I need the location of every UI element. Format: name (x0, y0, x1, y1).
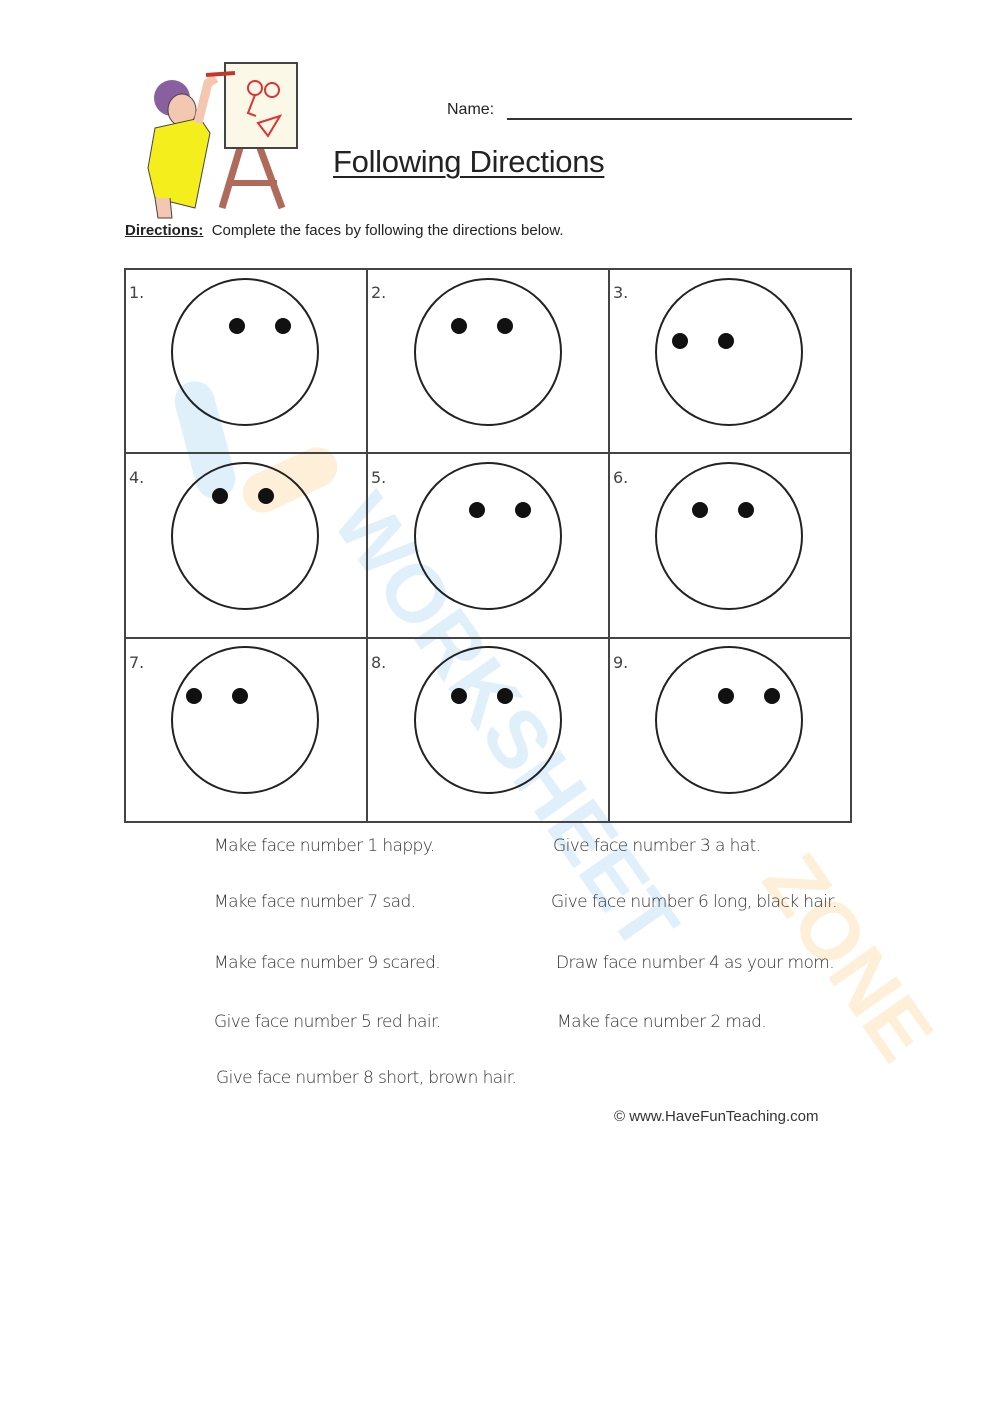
name-input-line[interactable] (507, 118, 852, 120)
face-circle[interactable] (655, 278, 803, 426)
eye-icon (764, 688, 780, 704)
face-number: 9. (613, 653, 628, 672)
eye-icon (212, 488, 228, 504)
eye-icon (275, 318, 291, 334)
page-title: Following Directions (333, 144, 605, 179)
face-number: 8. (371, 653, 386, 672)
eye-icon (258, 488, 274, 504)
face-number: 1. (129, 283, 144, 302)
eye-icon (451, 318, 467, 334)
eye-icon (672, 333, 688, 349)
instruction-item: Make face number 2 mad. (557, 1012, 767, 1032)
eye-icon (738, 502, 754, 518)
instruction-item: Draw face number 4 as your mom. (556, 953, 835, 973)
artist-illustration (147, 62, 298, 219)
face-circle[interactable] (171, 462, 319, 610)
eye-icon (718, 333, 734, 349)
eye-icon (469, 502, 485, 518)
face-circle[interactable] (414, 462, 562, 610)
face-circle[interactable] (171, 646, 319, 794)
face-circle[interactable] (171, 278, 319, 426)
face-number: 4. (129, 468, 144, 487)
eye-icon (692, 502, 708, 518)
directions-label: Directions: (125, 222, 204, 239)
face-circle[interactable] (414, 278, 562, 426)
eye-icon (229, 318, 245, 334)
face-number: 2. (371, 283, 386, 302)
instruction-item: Give face number 8 short, brown hair. (216, 1068, 517, 1088)
face-number: 6. (613, 468, 628, 487)
face-number: 3. (613, 283, 628, 302)
instruction-item: Make face number 9 scared. (214, 953, 441, 973)
face-circle[interactable] (655, 646, 803, 794)
eye-icon (232, 688, 248, 704)
instruction-item: Make face number 7 sad. (214, 892, 416, 912)
eye-icon (497, 318, 513, 334)
face-circle[interactable] (655, 462, 803, 610)
eye-icon (186, 688, 202, 704)
eye-icon (451, 688, 467, 704)
eye-icon (497, 688, 513, 704)
face-number: 7. (129, 653, 144, 672)
face-circle[interactable] (414, 646, 562, 794)
instruction-item: Give face number 6 long, black hair. (551, 892, 838, 912)
name-label: Name: (447, 101, 495, 118)
copyright-footer: © www.HaveFunTeaching.com (614, 1108, 819, 1125)
face-number: 5. (371, 468, 386, 487)
instruction-item: Give face number 5 red hair. (214, 1012, 441, 1032)
instruction-item: Give face number 3 a hat. (553, 836, 761, 856)
instruction-item: Make face number 1 happy. (214, 836, 435, 856)
eye-icon (515, 502, 531, 518)
directions: Directions: Complete the faces by follow… (125, 222, 564, 239)
directions-text: Complete the faces by following the dire… (211, 222, 564, 239)
eye-icon (718, 688, 734, 704)
